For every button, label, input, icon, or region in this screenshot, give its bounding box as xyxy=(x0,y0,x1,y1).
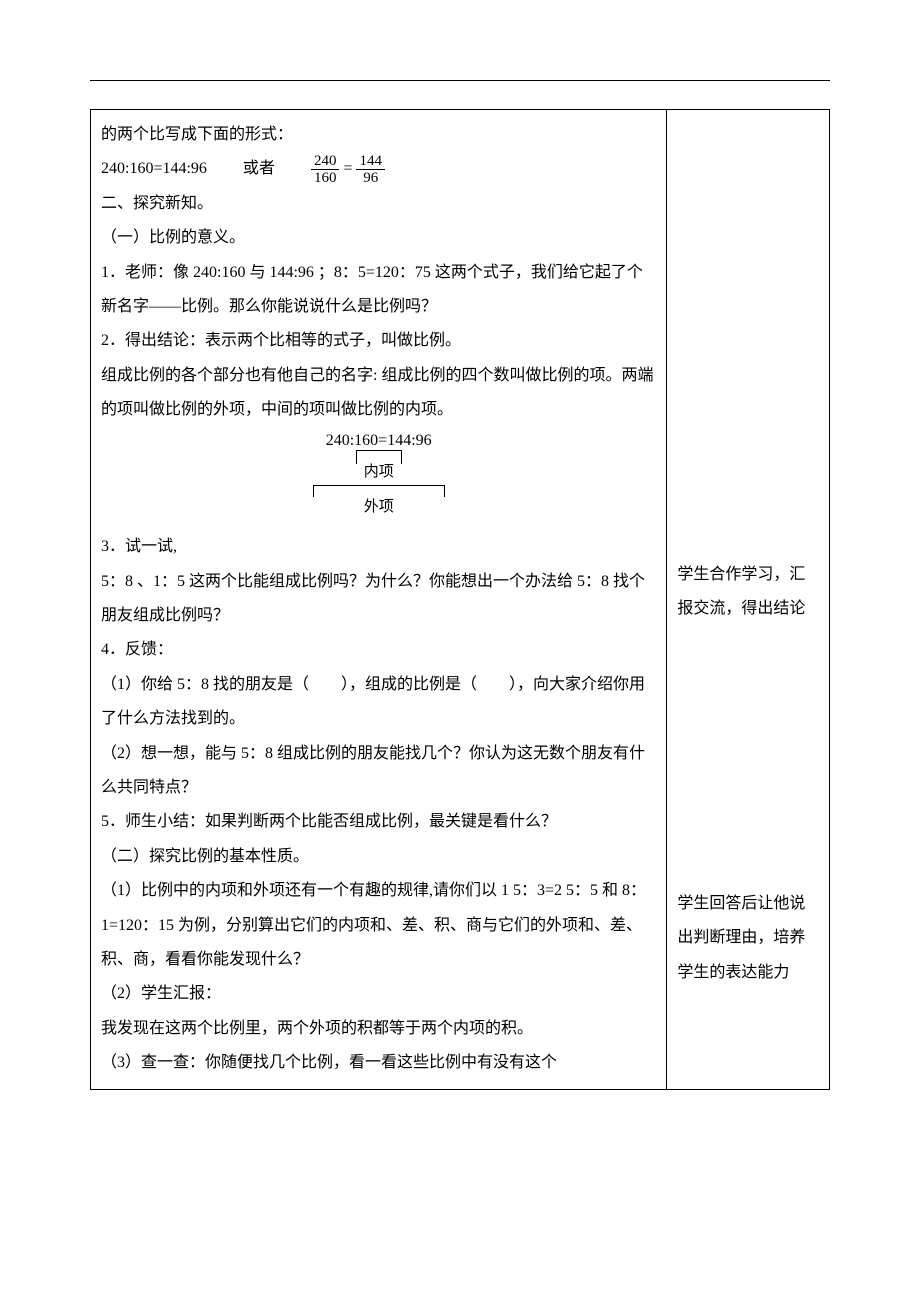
body-text: 组成比例的各个部分也有他自己的名字: 组成比例的四个数叫做比例的项。两端的项叫做… xyxy=(101,359,656,428)
fraction-denominator: 160 xyxy=(311,170,340,187)
outer-term-label: 外项 xyxy=(313,497,445,518)
body-text: （3）查一查：你随便找几个比例，看一看这些比例中有没有这个 xyxy=(101,1046,656,1080)
fraction-numerator: 144 xyxy=(356,153,385,171)
inner-term-label: 内项 xyxy=(313,462,445,483)
diagram-inner: 240:160=144:96 内项 外项 xyxy=(313,430,445,518)
table-row: 的两个比写成下面的形式： 240:160=144:96 或者 240 160 =… xyxy=(91,110,830,1090)
body-text: （1）你给 5：8 找的朋友是（ ），组成的比例是（ ），向大家介绍你用了什么方… xyxy=(101,668,656,737)
bracket-bar xyxy=(401,450,402,464)
bracket-bar xyxy=(356,450,357,464)
section-heading: 二、探究新知。 xyxy=(101,187,656,221)
bracket-bar xyxy=(357,450,401,451)
fraction: 240 160 xyxy=(311,153,340,187)
bracket-bar xyxy=(444,485,445,497)
body-text: 4．反馈： xyxy=(101,633,656,667)
subsection-heading: （二）探究比例的基本性质。 xyxy=(101,840,656,874)
body-text: 1．老师：像 240:160 与 144:96 ；8：5=120：75 这两个式… xyxy=(101,256,656,325)
proportion-diagram: 240:160=144:96 内项 外项 xyxy=(101,430,656,525)
body-text: 2．得出结论：表示两个比相等的式子，叫做比例。 xyxy=(101,324,656,358)
spacer xyxy=(677,118,819,558)
side-note: 学生合作学习，汇报交流，得出结论 xyxy=(677,558,819,627)
bracket-bar xyxy=(314,485,444,486)
equals-sign: = xyxy=(343,160,352,177)
subsection-heading: （一）比例的意义。 xyxy=(101,221,656,255)
body-text: 我发现在这两个比例里，两个外项的积都等于两个内项的积。 xyxy=(101,1012,656,1046)
equation-line: 240:160=144:96 或者 240 160 = 144 96 xyxy=(101,152,656,186)
fraction-denominator: 96 xyxy=(356,170,385,187)
body-text: （1）比例中的内项和外项还有一个有趣的规律,请你们以 1 5：3=2 5：5 和… xyxy=(101,874,656,977)
body-text: 的两个比写成下面的形式： xyxy=(101,118,656,152)
bracket-bar xyxy=(313,485,314,497)
body-text: 3．试一试, xyxy=(101,530,656,564)
side-note: 学生回答后让他说出判断理由，培养学生的表达能力 xyxy=(677,887,819,990)
main-cell: 的两个比写成下面的形式： 240:160=144:96 或者 240 160 =… xyxy=(91,110,667,1090)
equation-or: 或者 xyxy=(243,160,275,177)
body-text: （2）学生汇报： xyxy=(101,977,656,1011)
spacer xyxy=(677,627,819,887)
fraction: 144 96 xyxy=(356,153,385,187)
header-rule xyxy=(90,80,830,81)
side-cell: 学生合作学习，汇报交流，得出结论 学生回答后让他说出判断理由，培养学生的表达能力 xyxy=(667,110,830,1090)
fraction-numerator: 240 xyxy=(311,153,340,171)
diagram-equation: 240:160=144:96 xyxy=(313,430,445,452)
equation-text: 240:160=144:96 xyxy=(101,160,207,177)
body-text: 5．师生小结：如果判断两个比能否组成比例，最关键是看什么？ xyxy=(101,805,656,839)
outer-bracket xyxy=(313,485,445,497)
body-text: 5：8 、1：5 这两个比能组成比例吗？为什么？你能想出一个办法给 5：8 找个… xyxy=(101,565,656,634)
lesson-table: 的两个比写成下面的形式： 240:160=144:96 或者 240 160 =… xyxy=(90,109,830,1090)
page: 的两个比写成下面的形式： 240:160=144:96 或者 240 160 =… xyxy=(0,0,920,1150)
body-text: （2）想一想，能与 5：8 组成比例的朋友能找几个？你认为这无数个朋友有什么共同… xyxy=(101,737,656,806)
